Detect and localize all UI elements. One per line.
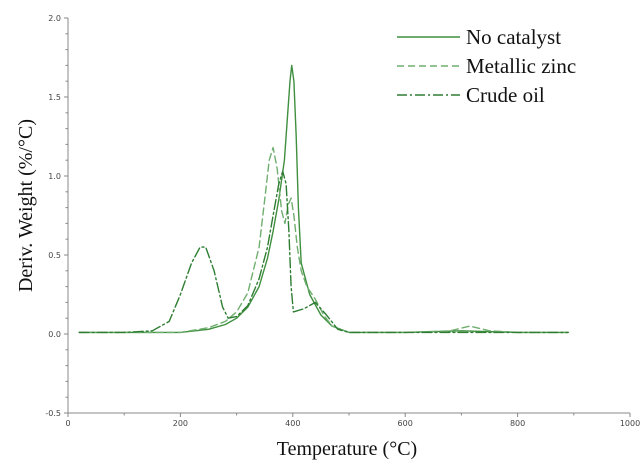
chart-legend: No catalyst Metallic zinc Crude oil	[397, 25, 576, 107]
x-tick-label: 600	[398, 419, 413, 428]
series-line-3	[78, 170, 569, 334]
y-tick-label: 2.0	[48, 14, 61, 23]
chart-ticks: 0 200 400 600 800 1000 -0.5 0.0 0.5 1.0 1.5 2.0	[45, 14, 640, 428]
x-tick-label: 1000	[620, 419, 640, 428]
series-line-2	[78, 146, 569, 334]
x-axis-label: Temperature (°C)	[277, 438, 417, 460]
y-tick-label: 1.0	[48, 172, 61, 181]
x-tick-label: 200	[173, 419, 188, 428]
x-tick-label: 0	[65, 419, 70, 428]
y-axis-label: Deriv. Weight (%/°C)	[15, 119, 37, 292]
legend-label-2: Metallic zinc	[466, 54, 576, 78]
x-tick-label: 800	[510, 419, 525, 428]
y-tick-label: -0.5	[45, 409, 61, 418]
x-tick-label: 400	[285, 419, 300, 428]
chart-series	[78, 64, 569, 334]
legend-label-1: No catalyst	[466, 25, 561, 49]
y-tick-label: 1.5	[48, 93, 61, 102]
legend-label-3: Crude oil	[466, 83, 545, 107]
y-tick-label: 0.5	[48, 251, 61, 260]
y-tick-label: 0.0	[48, 330, 61, 339]
